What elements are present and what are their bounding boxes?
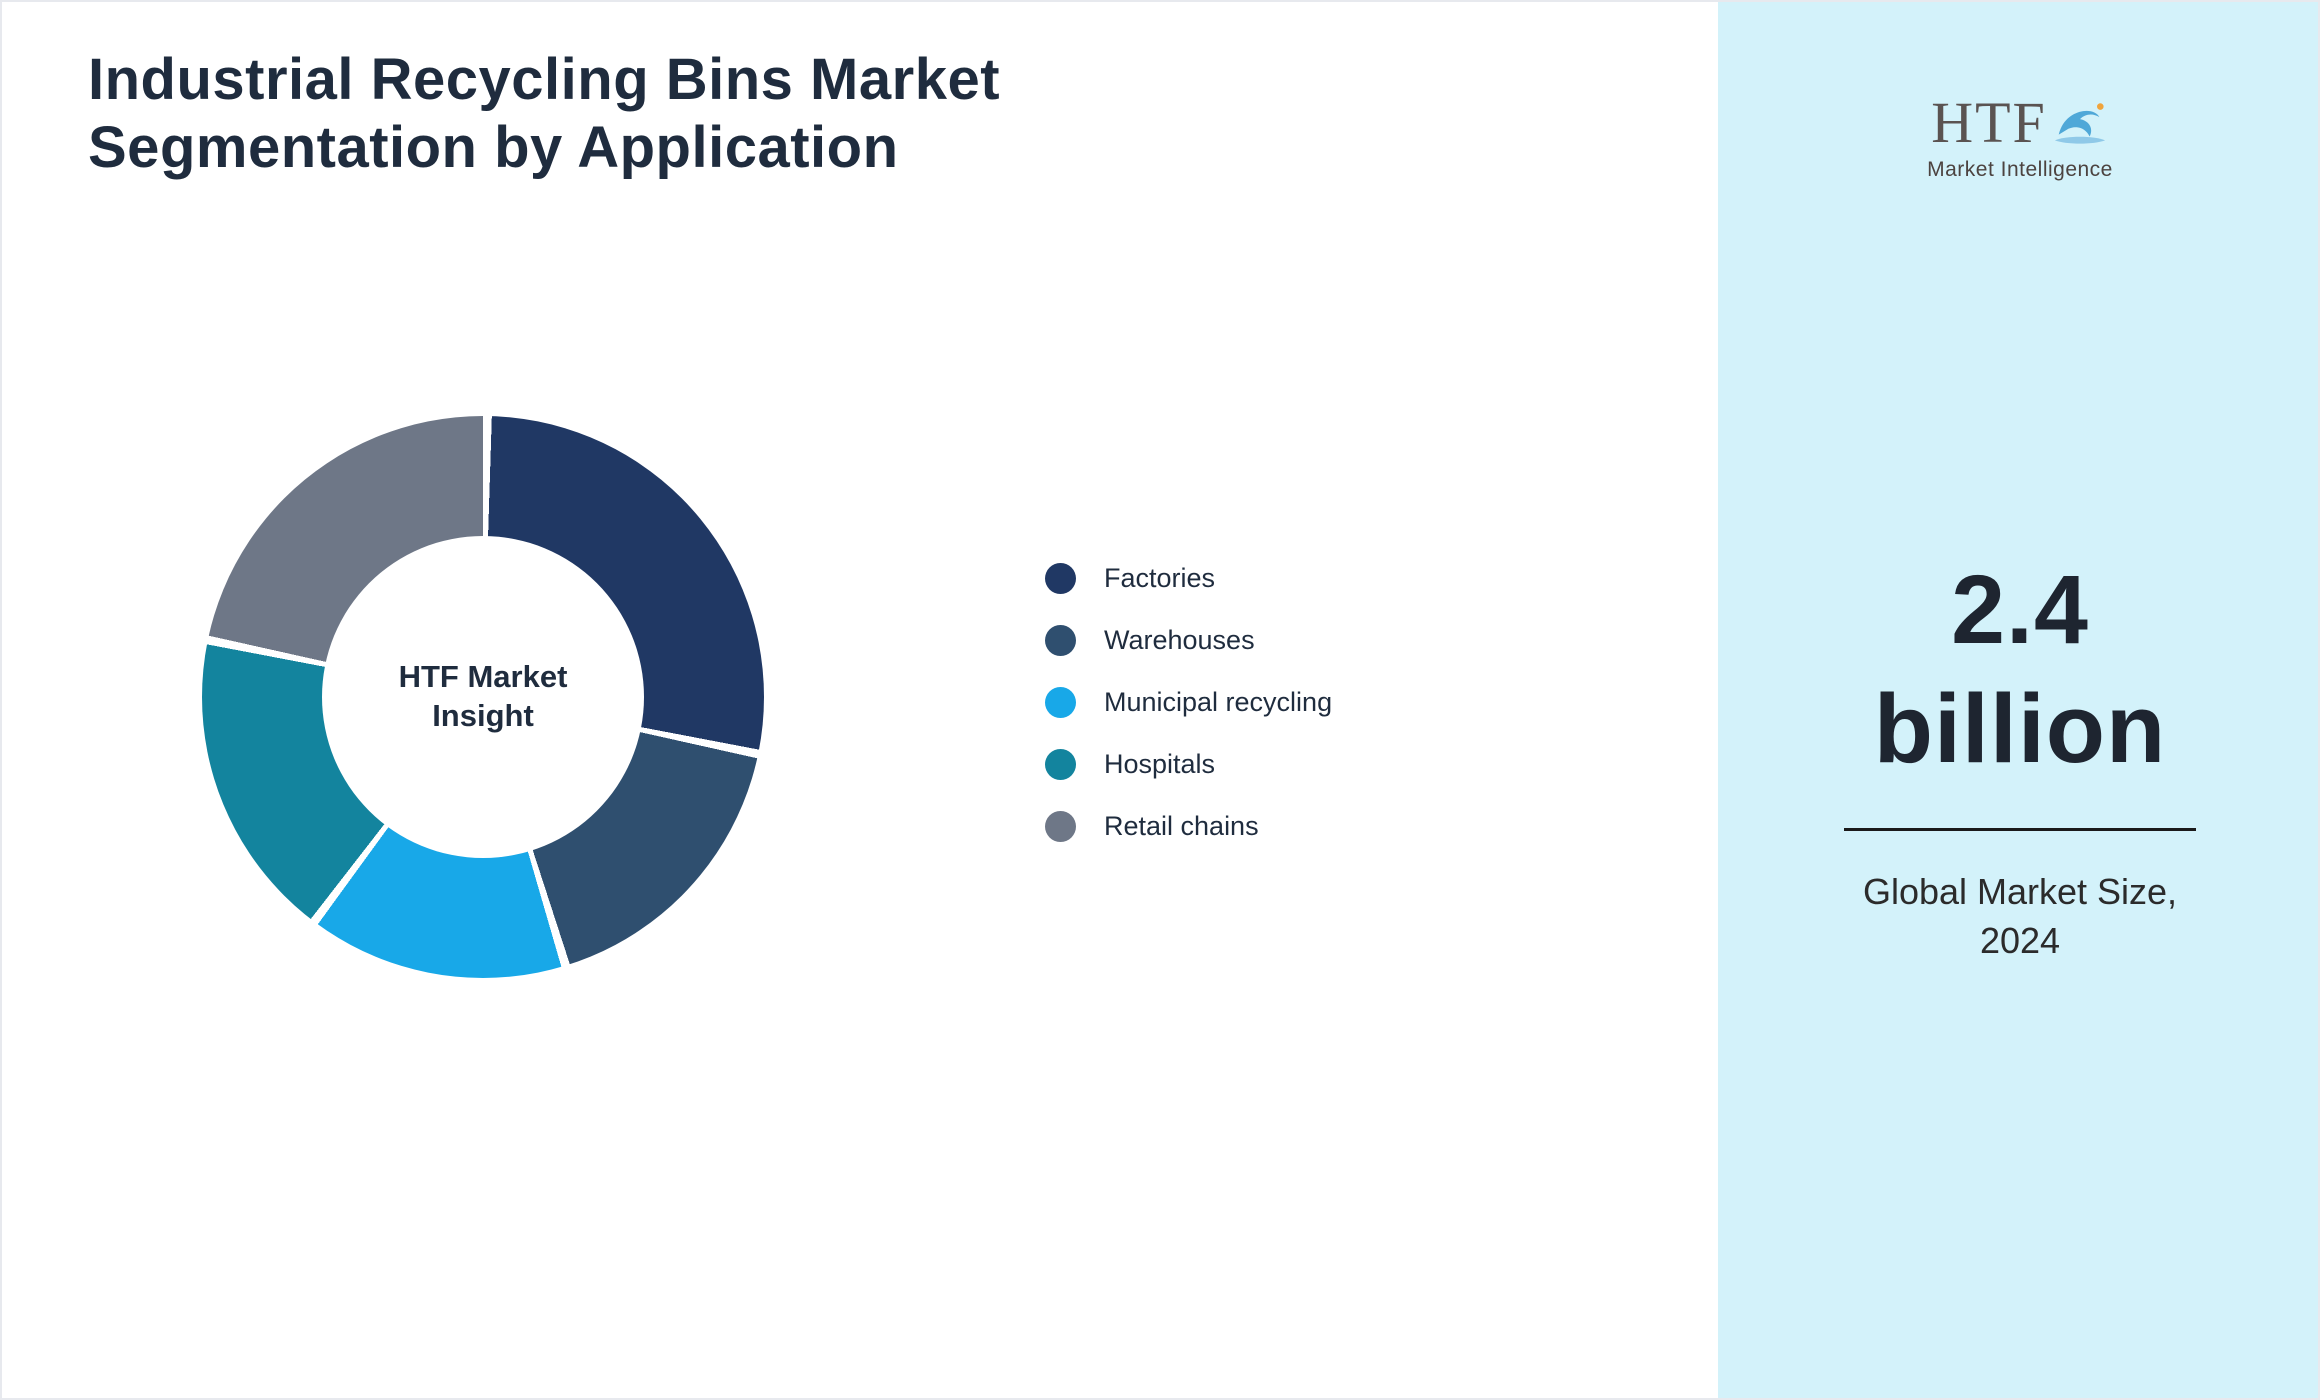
- legend-item: Retail chains: [1045, 811, 1332, 842]
- donut-hole: HTF Market Insight: [322, 536, 644, 858]
- market-size-divider: [1844, 828, 2196, 831]
- legend-label: Warehouses: [1104, 625, 1255, 655]
- market-size-label: Global Market Size, 2024: [1862, 871, 2178, 961]
- legend-item: Factories: [1045, 563, 1332, 594]
- legend-swatch-icon: [1045, 563, 1076, 594]
- htf-logo-dolphin-icon: [2051, 97, 2109, 152]
- legend-swatch-icon: [1045, 749, 1076, 780]
- legend-item: Warehouses: [1045, 625, 1332, 656]
- market-size-value: 2.4 billion: [1873, 555, 2167, 784]
- htf-logo-subtext: Market Intelligence: [1927, 158, 2113, 181]
- htf-logo: HTF Market Intelligence: [1718, 90, 2318, 182]
- legend-label: Municipal recycling: [1104, 687, 1333, 717]
- legend-label: Hospitals: [1104, 749, 1216, 779]
- legend-label: Retail chains: [1104, 811, 1259, 841]
- legend-item: Hospitals: [1045, 749, 1332, 780]
- legend-swatch-icon: [1045, 687, 1076, 718]
- legend-item: Municipal recycling: [1045, 687, 1332, 718]
- legend-label: Factories: [1104, 563, 1216, 593]
- legend-swatch-icon: [1045, 811, 1076, 842]
- htf-logo-text: HTF: [1931, 90, 2047, 155]
- donut-chart-wrap: HTF Market Insight: [202, 416, 764, 978]
- legend: Factories Warehouses Municipal recycling…: [1045, 563, 1332, 842]
- legend-swatch-icon: [1045, 625, 1076, 656]
- page-title: Industrial Recycling Bins Market Segment…: [88, 47, 1001, 181]
- donut-center-label: HTF Market Insight: [398, 659, 568, 733]
- sidebar: HTF Market Intelligence 2.4 billion Glob…: [1718, 2, 2318, 1398]
